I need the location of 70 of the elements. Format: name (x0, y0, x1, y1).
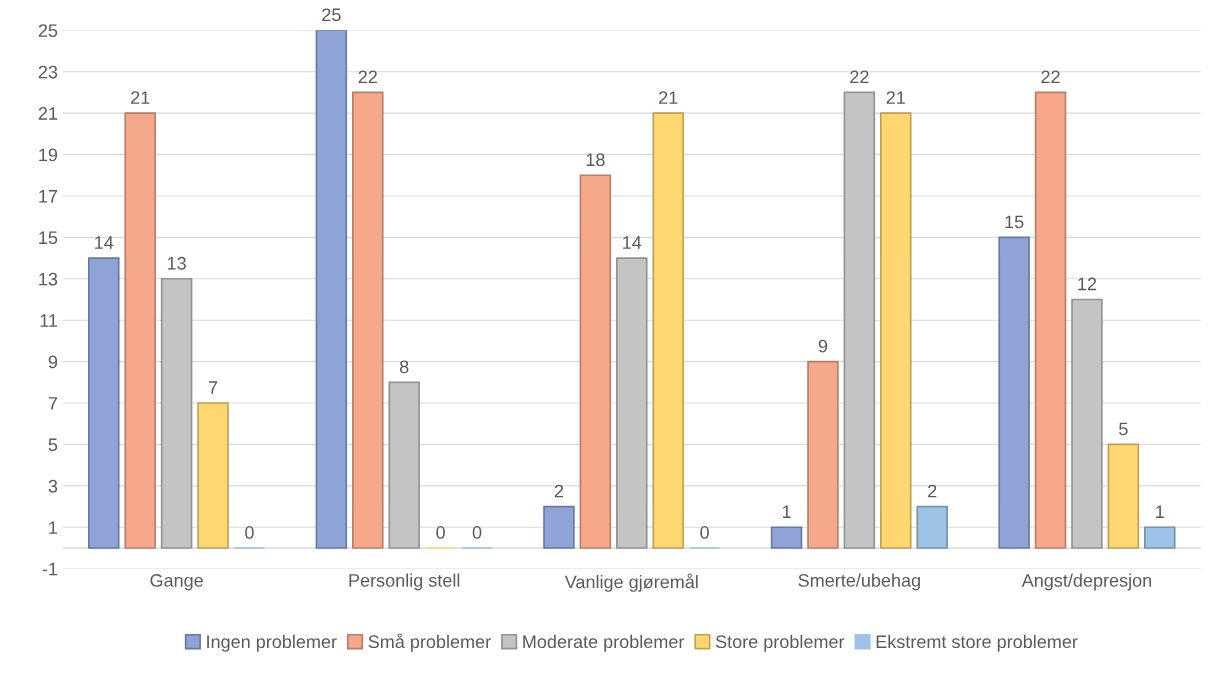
legend-label: Ekstremt store problemer (876, 634, 1078, 652)
bar (998, 236, 1030, 549)
bar (124, 112, 156, 549)
bar (807, 360, 839, 549)
data-label: 5 (1119, 422, 1128, 436)
data-label: 14 (95, 236, 114, 249)
legend-label: Moderate problemer (523, 634, 685, 652)
data-label: 0 (472, 526, 482, 539)
x-tick-label: Vanlige gjøremål (564, 573, 698, 592)
bar (197, 402, 229, 549)
y-tick-label: 5 (48, 438, 58, 452)
y-tick-label: 7 (48, 397, 58, 410)
bar (579, 174, 612, 549)
y-tick-label: 3 (48, 479, 58, 493)
data-label: 22 (358, 70, 377, 84)
x-tick-label: Gange (150, 574, 203, 591)
data-label: 0 (245, 526, 254, 539)
bar (843, 91, 876, 549)
data-label: 22 (850, 70, 869, 84)
bar (880, 112, 912, 549)
y-tick-label: 1 (49, 521, 58, 534)
x-tick-label: Angst/depresjon (1021, 573, 1152, 591)
data-label: 8 (399, 360, 409, 374)
data-label: 7 (208, 381, 218, 394)
data-label: 22 (1041, 70, 1060, 84)
data-label: 1 (782, 505, 791, 518)
data-label: 2 (928, 484, 937, 498)
bar (1107, 443, 1140, 549)
y-tick-label: 19 (39, 148, 58, 162)
bar (543, 505, 575, 549)
data-label: 12 (1078, 277, 1097, 291)
bar (315, 30, 348, 549)
data-label: 25 (322, 8, 341, 22)
y-tick-label: 15 (39, 231, 58, 245)
y-tick-label: 9 (48, 355, 58, 369)
bar (388, 381, 420, 549)
legend-label: Ingen problemer (207, 634, 337, 652)
bar (616, 257, 648, 549)
bar (88, 257, 120, 549)
bar (770, 526, 803, 549)
legend-label: Store problemer (715, 634, 845, 652)
data-label: 1 (1156, 505, 1164, 518)
data-label: 21 (659, 91, 678, 104)
bar (1071, 298, 1103, 549)
data-label: 0 (700, 526, 709, 539)
data-label: 0 (436, 526, 445, 539)
data-label: 18 (586, 153, 605, 167)
data-label: 21 (886, 91, 905, 104)
data-label: 14 (623, 236, 642, 249)
bar (1034, 91, 1067, 549)
data-label: 13 (167, 256, 186, 270)
y-tick-label: -1 (42, 562, 58, 576)
y-tick-label: 11 (40, 314, 58, 327)
y-tick-label: 17 (39, 190, 58, 203)
bar (652, 112, 684, 549)
data-label: 21 (131, 91, 150, 104)
y-tick-label: 25 (38, 24, 58, 38)
x-tick-label: Personlig stell (349, 573, 460, 591)
bar (160, 277, 193, 549)
bar (352, 91, 384, 549)
legend-label: Små problemer (368, 633, 491, 652)
bar (1144, 526, 1176, 549)
y-tick-label: 13 (39, 272, 58, 286)
data-label: 2 (554, 484, 564, 498)
data-label: 15 (1005, 215, 1024, 229)
data-label: 9 (818, 339, 828, 353)
bar (916, 505, 948, 549)
x-tick-label: Smerte/ubehag (798, 573, 920, 591)
y-tick-label: 23 (38, 65, 58, 79)
y-tick-label: 21 (38, 107, 58, 120)
